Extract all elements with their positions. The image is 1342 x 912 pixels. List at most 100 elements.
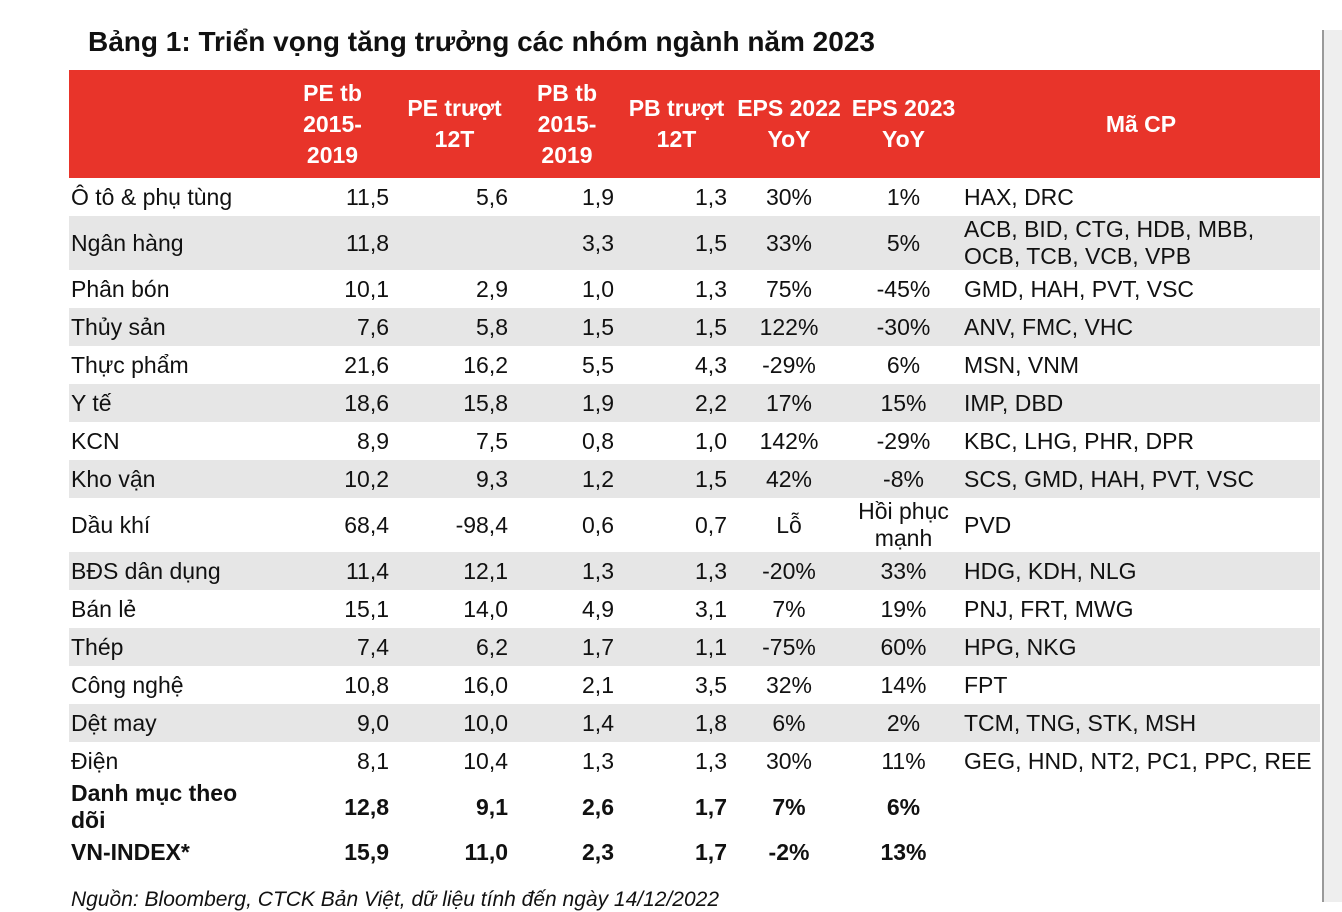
table-cell: 1,7 <box>514 628 620 666</box>
table-cell: 1,9 <box>582 183 614 210</box>
table-cell: 0,8 <box>582 427 614 454</box>
table-row: Bán lẻ 15,1 14,0 4,9 3,1 7% 19% PNJ, FRT, MWG <box>69 590 1320 628</box>
table-cell: Y tế <box>69 384 270 422</box>
table-cell: TCM, TNG, STK, MSH <box>962 704 1320 742</box>
table-cell: Hồi phục mạnh <box>858 498 949 551</box>
table-cell: 32% <box>765 671 813 698</box>
table-cell: 2,1 <box>582 671 614 698</box>
page-edge <box>1322 30 1342 902</box>
summary-cell: 13% <box>880 839 927 865</box>
table-cell: Thủy sản <box>69 308 270 346</box>
table-cell: 19% <box>880 595 927 622</box>
table-title: Bảng 1: Triển vọng tăng trưởng các nhóm … <box>88 26 875 57</box>
table-cell: 8,1 <box>357 747 389 774</box>
table-row: Thực phẩm 21,6 16,2 5,5 4,3 -29% 6% MSN, VNM <box>69 346 1320 384</box>
table-cell: 2,2 <box>620 384 733 422</box>
header-cell: PB trượt 12T <box>620 70 733 178</box>
table-cell: 15% <box>845 384 962 422</box>
table-cell: 18,6 <box>270 384 395 422</box>
table-cell: 1,4 <box>514 704 620 742</box>
header-line: PE trượt <box>407 95 502 121</box>
header-line: 2019 <box>306 141 359 168</box>
table-cell: 11,4 <box>270 552 395 590</box>
header-line: 12T <box>434 126 475 152</box>
data-table: PE tb 2015- 2019 PE trượt 12T PB tb 2015- 2019 P… <box>69 70 1320 871</box>
table-cell: 7,4 <box>270 628 395 666</box>
table-cell: MSN, VNM <box>964 351 1079 378</box>
summary-cell: 9,1 <box>476 793 508 820</box>
table-cell: 17% <box>733 384 845 422</box>
table-cell: 1,3 <box>620 552 733 590</box>
table-cell <box>395 216 514 270</box>
table-cell: 15,1 <box>344 595 389 622</box>
table-cell: 10,2 <box>270 460 395 498</box>
table-cell: 33% <box>845 552 962 590</box>
table-cell: 42% <box>733 460 845 498</box>
table-cell: 5,8 <box>395 308 514 346</box>
table-cell: 1,0 <box>695 427 727 454</box>
table-cell: 1,9 <box>514 384 620 422</box>
table-cell: -98,4 <box>455 511 508 538</box>
table-cell: 60% <box>845 628 962 666</box>
table-row: Kho vận 10,2 9,3 1,2 1,5 42% -8% SCS, GMD, HAH,… <box>69 460 1320 498</box>
table-cell: Lỗ <box>776 511 802 538</box>
summary-cell <box>962 834 1320 871</box>
table-cell: 2,9 <box>476 275 508 302</box>
table-cell: 6,2 <box>395 628 514 666</box>
summary-cell: 11,0 <box>464 839 509 865</box>
table-cell: 1,3 <box>582 747 614 774</box>
table-row: Y tế 18,6 15,8 1,9 2,2 17% 15% IMP, DBD <box>69 384 1320 422</box>
table-cell: HAX, DRC <box>964 183 1074 210</box>
table-cell: 1,5 <box>620 216 733 270</box>
table-cell: 1,1 <box>620 628 733 666</box>
table-cell: 5% <box>845 216 962 270</box>
table-cell: 3,1 <box>695 595 727 622</box>
table-cell: IMP, DBD <box>962 384 1320 422</box>
table-cell: 33% <box>733 216 845 270</box>
summary-cell: 12,8 <box>344 793 389 820</box>
table-cell: 1,2 <box>514 460 620 498</box>
table-cell: 1,3 <box>514 552 620 590</box>
table-cell: 4,3 <box>695 351 727 378</box>
header-line: YoY <box>881 126 926 152</box>
table-cell: HPG, NKG <box>962 628 1320 666</box>
header-cell: PE tb 2015- 2019 <box>270 70 395 178</box>
table-cell: PVD <box>964 511 1012 538</box>
table-cell: 0,7 <box>695 511 727 538</box>
table-row: Thủy sản 7,6 5,8 1,5 1,5 122% -30% ANV, FMC, VH… <box>69 308 1320 346</box>
table-cell: KCN <box>71 427 120 454</box>
header-cell: PE trượt 12T <box>395 70 514 178</box>
table-row: Dệt may 9,0 10,0 1,4 1,8 6% 2% TCM, TNG, STK, M… <box>69 704 1320 742</box>
table-cell: 142% <box>759 427 819 454</box>
header-line: EPS 2023 <box>851 95 956 121</box>
summary-row: Danh mục theo dõi 12,8 9,1 2,6 1,7 7% 6% <box>69 780 1320 834</box>
summary-cell: 6% <box>886 793 921 820</box>
table-row: Ô tô & phụ tùng 11,5 5,6 1,9 1,3 30% 1% HAX, DR… <box>69 178 1320 216</box>
table-cell: -20% <box>733 552 845 590</box>
header-line: YoY <box>767 126 811 152</box>
table-cell: 3,5 <box>695 671 727 698</box>
table-cell: 10,0 <box>395 704 514 742</box>
table-cell: Điện <box>71 747 119 774</box>
table-cell: 15,8 <box>395 384 514 422</box>
table-cell: Phân bón <box>71 275 170 302</box>
table-cell: 7,6 <box>270 308 395 346</box>
table-cell: 1% <box>886 183 921 210</box>
table-cell: ACB, BID, CTG, HDB, MBB, OCB, TCB, VCB, … <box>962 216 1320 270</box>
header-cell: EPS 2022 YoY <box>733 70 845 178</box>
table-cell: 9,3 <box>395 460 514 498</box>
table-cell: GEG, HND, NT2, PC1, PPC, REE <box>964 747 1312 774</box>
header-cell: EPS 2023 YoY <box>845 70 962 178</box>
table-cell: 1,3 <box>695 747 727 774</box>
table-cell: 9,0 <box>270 704 395 742</box>
table-cell: 3,3 <box>514 216 620 270</box>
table-cell: 7,5 <box>476 427 508 454</box>
table-cell: -29% <box>876 427 931 454</box>
table-cell: FPT <box>964 671 1008 698</box>
header-line: PB tb <box>536 79 598 106</box>
table-cell: BĐS dân dụng <box>69 552 270 590</box>
summary-cell: 1,7 <box>695 793 727 820</box>
table-cell: 30% <box>765 747 813 774</box>
table-row: Ngân hàng 11,8 3,3 1,5 33% 5% ACB, BID, CTG, H… <box>69 216 1320 270</box>
table-cell: 5,5 <box>582 351 614 378</box>
